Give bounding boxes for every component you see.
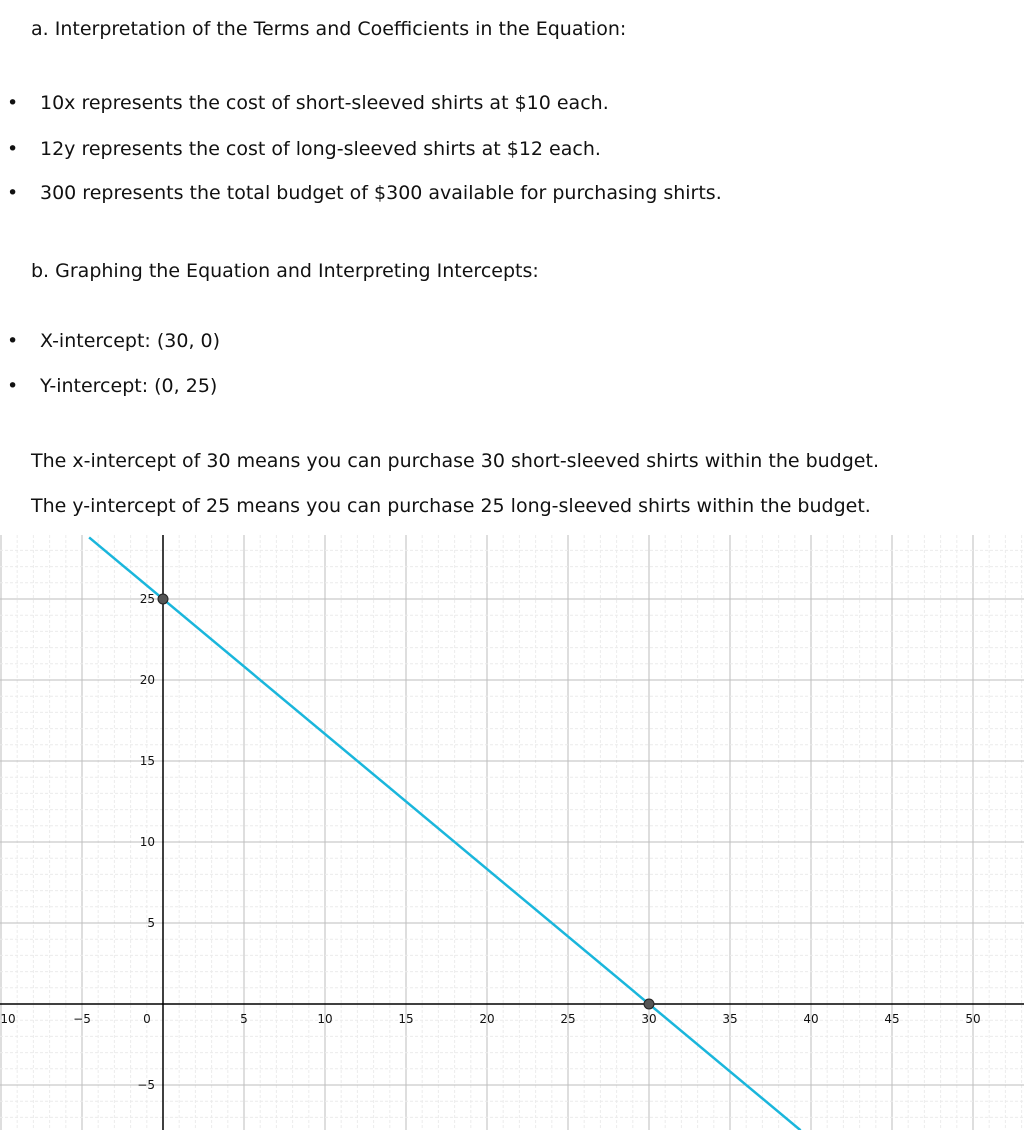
- y-tick-label: 5: [147, 916, 155, 930]
- paragraph-y-intercept: The y-intercept of 25 means you can purc…: [31, 495, 871, 517]
- x-tick-label: 10: [0, 1012, 15, 1026]
- intercept-point: [157, 593, 169, 605]
- bullet-y-intercept: Y-intercept: (0, 25): [7, 375, 217, 397]
- x-tick-label: 25: [560, 1012, 575, 1026]
- x-tick-label: 5: [240, 1012, 248, 1026]
- paragraph-x-intercept: The x-intercept of 30 means you can purc…: [31, 450, 879, 472]
- x-tick-label: −5: [73, 1012, 91, 1026]
- bullet-12y: 12y represents the cost of long-sleeved …: [7, 138, 601, 160]
- bullet-x-intercept: X-intercept: (30, 0): [7, 330, 220, 352]
- x-tick-label: 45: [884, 1012, 899, 1026]
- budget-line: [88, 536, 802, 1130]
- line-chart: 10 −5 0 5 10 15 20 25 30 35 40 45 50 −5 5 10 15 20 25: [0, 535, 1024, 1130]
- x-tick-label: 0: [143, 1012, 151, 1026]
- bullet-300: 300 represents the total budget of $300 …: [7, 182, 722, 204]
- x-tick-label: 50: [965, 1012, 980, 1026]
- section-a-heading: a. Interpretation of the Terms and Coeff…: [31, 18, 627, 40]
- x-tick-label: 20: [479, 1012, 494, 1026]
- section-b-heading: b. Graphing the Equation and Interpretin…: [31, 260, 539, 282]
- y-tick-label: 15: [140, 754, 155, 768]
- x-tick-label: 30: [641, 1012, 656, 1026]
- x-tick-label: 40: [803, 1012, 818, 1026]
- x-tick-label: 10: [317, 1012, 332, 1026]
- x-tick-label: 35: [722, 1012, 737, 1026]
- y-tick-label: −5: [137, 1078, 155, 1092]
- y-tick-label: 10: [140, 835, 155, 849]
- intercept-point: [643, 998, 655, 1010]
- y-tick-label: 25: [140, 592, 155, 606]
- y-tick-label: 20: [140, 673, 155, 687]
- x-tick-label: 15: [398, 1012, 413, 1026]
- bullet-10x: 10x represents the cost of short-sleeved…: [7, 92, 609, 114]
